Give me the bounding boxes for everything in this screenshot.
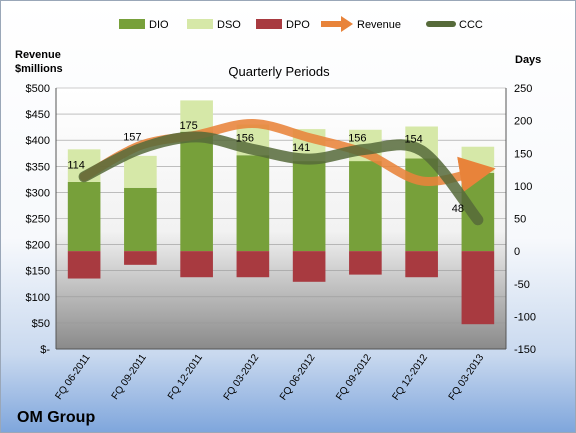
legend-swatch-dio xyxy=(119,19,145,29)
bar-dpo xyxy=(67,251,101,279)
legend-label-ccc: CCC xyxy=(459,19,483,31)
left-tick-label: $50 xyxy=(32,318,50,330)
ccc-data-label: 175 xyxy=(179,120,197,132)
left-axis-title-line1: Revenue xyxy=(15,49,61,61)
legend-swatch-revenue-arrowhead xyxy=(341,16,353,32)
lines-group: 114 157 175 156 141 156 154 48 xyxy=(67,118,496,226)
ccc-data-label: 157 xyxy=(123,132,141,144)
bar-dpo xyxy=(236,251,270,278)
right-tick-label: -150 xyxy=(514,344,536,356)
legend-label-dpo: DPO xyxy=(286,19,310,31)
x-tick-label: FQ 09-2012 xyxy=(334,352,374,402)
left-tick-label: $400 xyxy=(26,135,50,147)
x-tick-label: FQ 12-2011 xyxy=(166,352,205,402)
legend-swatch-dpo xyxy=(256,19,282,29)
ccc-data-label: 48 xyxy=(452,203,464,215)
right-tick-label: 0 xyxy=(514,246,520,258)
bar-dpo xyxy=(405,251,438,278)
left-tick-label: $100 xyxy=(26,292,50,304)
x-tick-label: FQ 03-2012 xyxy=(222,352,262,402)
bar-dpo xyxy=(461,251,495,325)
x-tick-label: FQ 12-2012 xyxy=(390,352,430,402)
right-tick-label: 150 xyxy=(514,148,532,160)
bar-dpo xyxy=(349,251,382,275)
legend-label-revenue: Revenue xyxy=(357,19,401,31)
left-tick-label: $250 xyxy=(26,214,50,226)
company-name: OM Group xyxy=(17,409,95,426)
ccc-line xyxy=(78,131,484,226)
bar-dso xyxy=(124,155,157,188)
left-tick-label: $350 xyxy=(26,161,50,173)
right-tick-label: 100 xyxy=(514,181,532,193)
x-tick-label: FQ 03-2013 xyxy=(447,352,487,402)
left-tick-label: $- xyxy=(40,344,50,356)
x-tick-label: FQ 09-2011 xyxy=(110,352,149,402)
bar-dio xyxy=(349,161,382,252)
legend: DIO DSO DPO Revenue CCC xyxy=(119,16,483,32)
x-tick-label: FQ 06-2012 xyxy=(278,352,318,402)
bar-dio xyxy=(236,155,270,252)
left-tick-label: $450 xyxy=(26,109,50,121)
right-tick-label: -100 xyxy=(514,311,536,323)
ccc-data-label: 156 xyxy=(236,132,254,144)
right-tick-label: 50 xyxy=(514,214,526,226)
left-tick-label: $500 xyxy=(26,83,50,95)
bar-dpo xyxy=(292,251,326,282)
left-tick-label: $150 xyxy=(26,266,50,278)
bar-dso xyxy=(180,100,213,132)
left-axis-title-line2: $millions xyxy=(15,63,63,75)
right-tick-label: 250 xyxy=(514,83,532,95)
ccc-data-label: 154 xyxy=(404,134,422,146)
bar-dio xyxy=(292,161,326,252)
bar-dio xyxy=(180,131,213,252)
ccc-data-label: 114 xyxy=(67,160,85,172)
legend-swatch-dso xyxy=(187,19,213,29)
bar-dio xyxy=(67,181,101,252)
right-axis-title: Days xyxy=(515,54,541,66)
bar-dio xyxy=(124,187,157,252)
legend-label-dso: DSO xyxy=(217,19,241,31)
ccc-data-label: 156 xyxy=(348,132,366,144)
legend-label-dio: DIO xyxy=(149,19,169,31)
right-tick-label: 200 xyxy=(514,116,532,128)
chart-subtitle: Quarterly Periods xyxy=(228,64,330,79)
right-tick-label: -50 xyxy=(514,279,530,291)
x-tick-label: FQ 06-2011 xyxy=(53,352,92,402)
bar-dpo xyxy=(180,251,213,278)
ccc-data-label: 141 xyxy=(292,142,310,154)
bar-dpo xyxy=(124,251,157,265)
left-tick-label: $200 xyxy=(26,240,50,252)
left-tick-label: $300 xyxy=(26,187,50,199)
